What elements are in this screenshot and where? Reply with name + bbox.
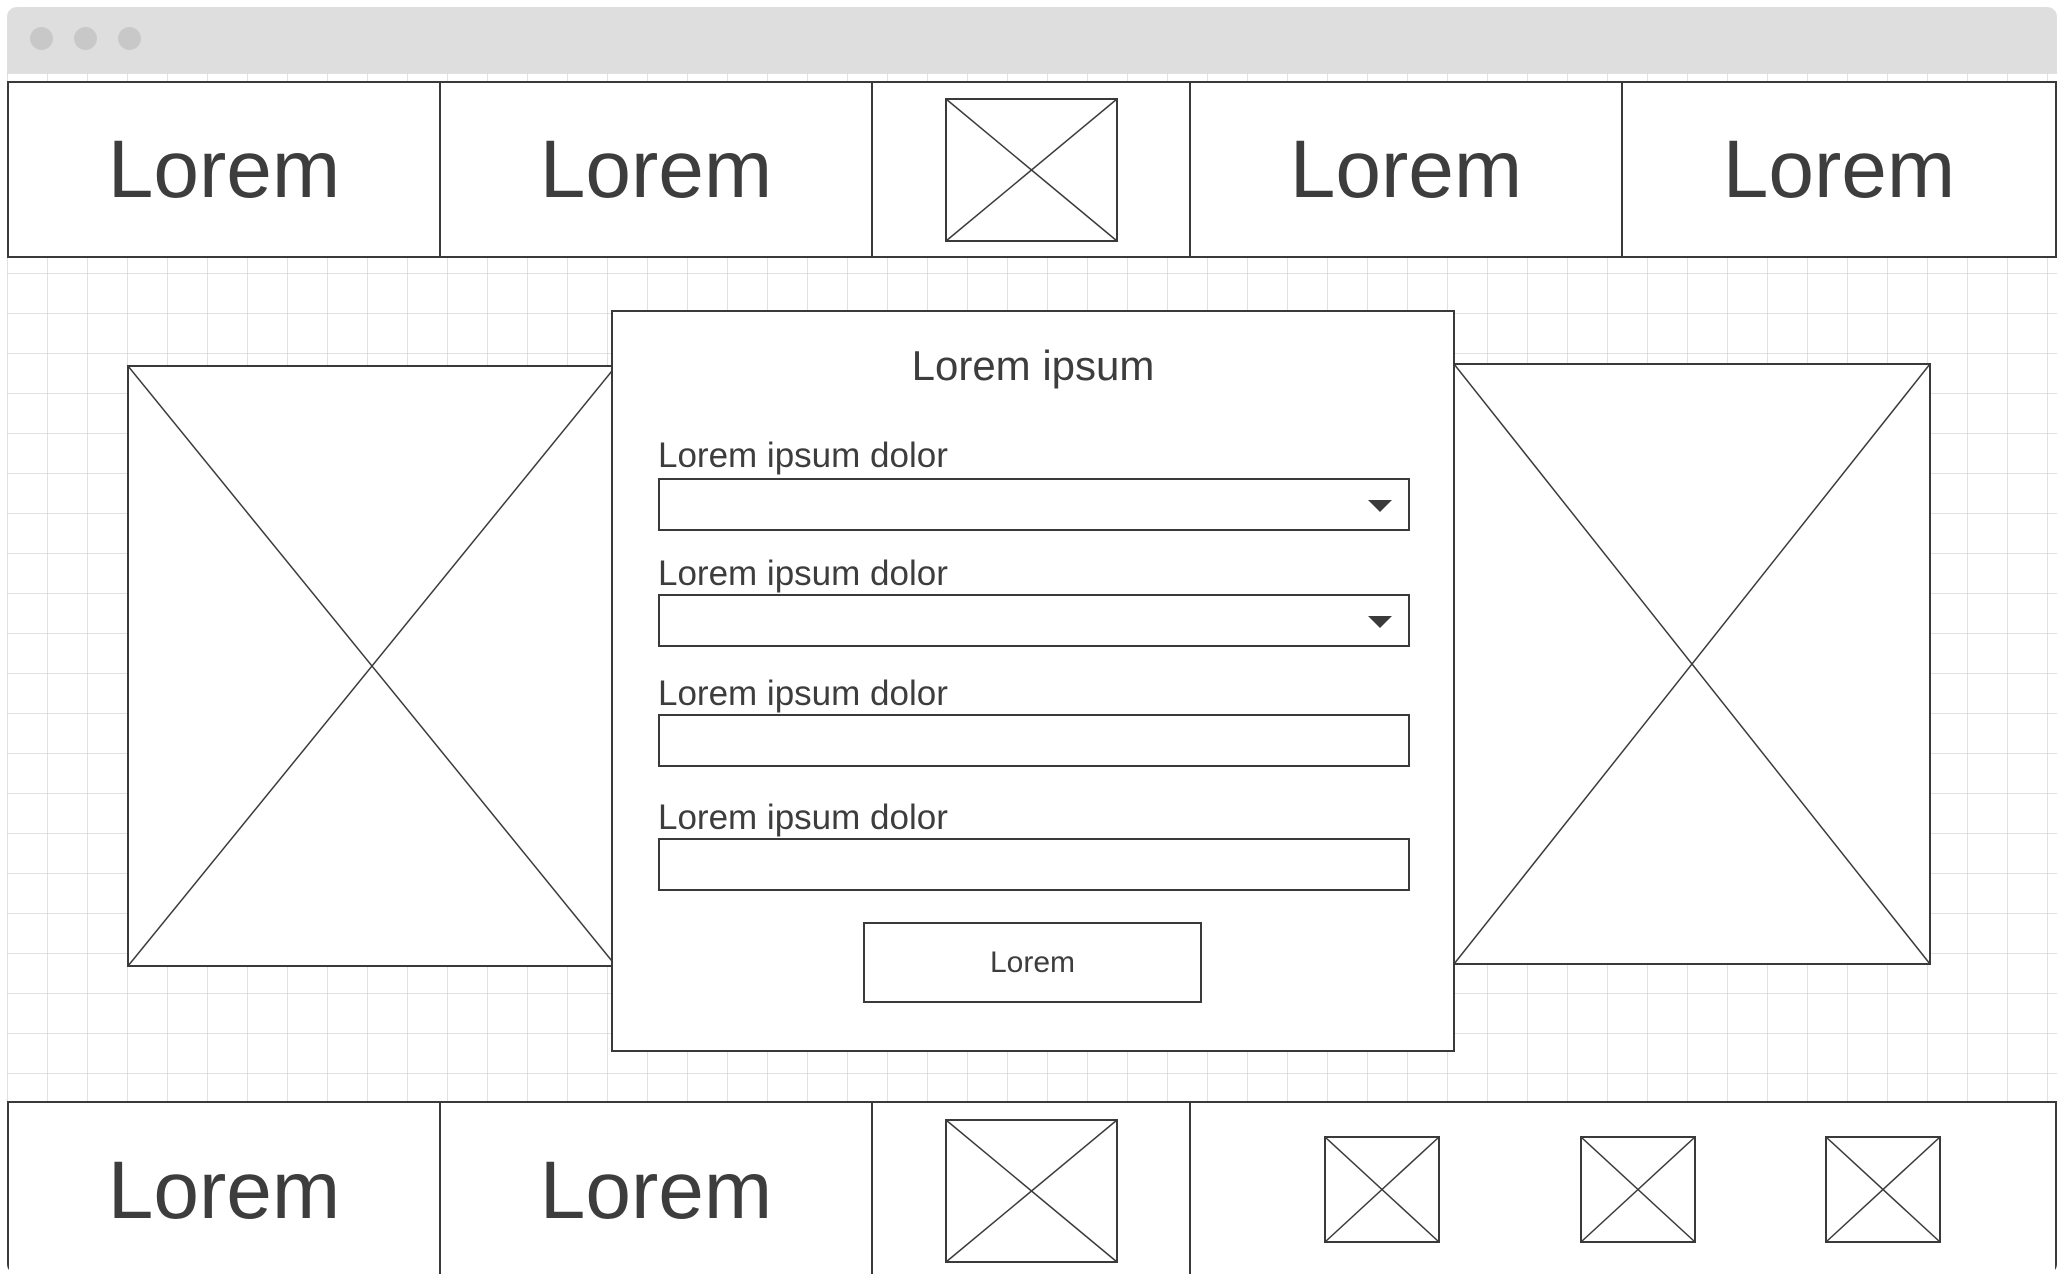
social-icon-placeholder[interactable] [1580, 1136, 1696, 1243]
window-minimize-dot[interactable] [74, 27, 97, 50]
nav-item-1[interactable]: Lorem [9, 83, 441, 256]
header-logo[interactable] [873, 83, 1191, 256]
select-field-2[interactable] [658, 594, 1410, 647]
page-canvas: Lorem Lorem Lorem Lorem [7, 73, 2057, 1274]
footer-item-1[interactable]: Lorem [9, 1103, 441, 1274]
social-icon-placeholder[interactable] [1825, 1136, 1941, 1243]
footer-item-2[interactable]: Lorem [441, 1103, 873, 1274]
nav-item-label: Lorem [1722, 123, 1956, 215]
nav-item-label: Lorem [1289, 123, 1523, 215]
header-nav: Lorem Lorem Lorem Lorem [7, 81, 2057, 258]
text-field-1[interactable] [658, 714, 1410, 767]
field-label: Lorem ipsum dolor [658, 674, 948, 713]
image-placeholder-icon [127, 365, 617, 967]
footer-logo[interactable] [873, 1103, 1191, 1274]
window-close-dot[interactable] [30, 27, 53, 50]
chevron-down-icon[interactable] [1368, 616, 1392, 628]
nav-item-label: Lorem [107, 123, 341, 215]
form-dialog: Lorem ipsum Lorem ipsum dolor Lorem ipsu… [611, 310, 1455, 1052]
field-label: Lorem ipsum dolor [658, 554, 948, 593]
window-titlebar [7, 7, 2057, 73]
nav-item-4[interactable]: Lorem [1623, 83, 2055, 256]
dialog-title: Lorem ipsum [911, 342, 1155, 389]
social-icon-placeholder[interactable] [1324, 1136, 1440, 1243]
field-label: Lorem ipsum dolor [658, 436, 948, 475]
footer-social-icons [1191, 1103, 2055, 1274]
chevron-down-icon[interactable] [1368, 500, 1392, 512]
text-field-2[interactable] [658, 838, 1410, 891]
image-placeholder-icon [944, 97, 1118, 242]
browser-window: Lorem Lorem Lorem Lorem [7, 7, 2057, 1274]
image-placeholder-icon [1453, 363, 1931, 965]
nav-item-label: Lorem [539, 123, 773, 215]
submit-button[interactable]: Lorem [863, 922, 1202, 1003]
footer-item-label: Lorem [539, 1145, 773, 1236]
field-label: Lorem ipsum dolor [658, 798, 948, 837]
nav-item-3[interactable]: Lorem [1191, 83, 1623, 256]
footer-item-label: Lorem [107, 1145, 341, 1236]
hero-image-right [1453, 363, 1931, 965]
nav-item-2[interactable]: Lorem [441, 83, 873, 256]
image-placeholder-icon [944, 1119, 1118, 1263]
hero-image-left [127, 365, 617, 967]
window-maximize-dot[interactable] [118, 27, 141, 50]
select-field-1[interactable] [658, 478, 1410, 531]
footer-nav: Lorem Lorem [7, 1101, 2057, 1274]
